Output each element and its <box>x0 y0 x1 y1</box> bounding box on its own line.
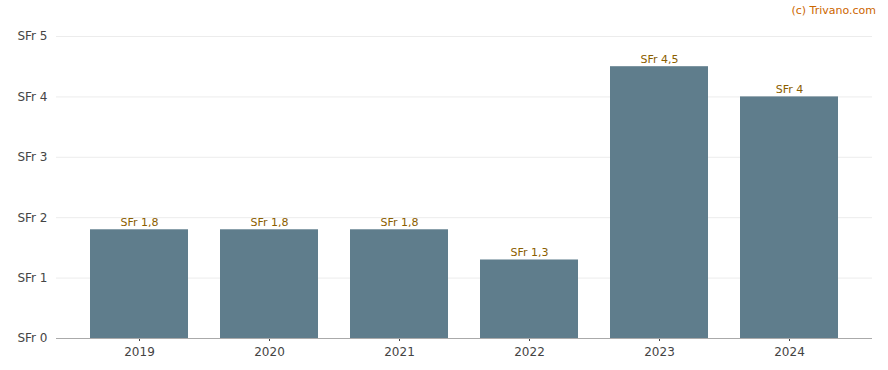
svg-text:SFr 1: SFr 1 <box>17 271 47 285</box>
svg-text:2019: 2019 <box>124 345 155 359</box>
svg-text:SFr 1,8: SFr 1,8 <box>250 216 288 229</box>
svg-text:SFr 4,5: SFr 4,5 <box>640 53 678 66</box>
svg-text:SFr 5: SFr 5 <box>17 29 47 43</box>
svg-text:SFr 2: SFr 2 <box>17 211 47 225</box>
svg-text:2021: 2021 <box>384 345 415 359</box>
html-text:(c) Trivano.com: (c) Trivano.com <box>791 4 876 17</box>
svg-text:2023: 2023 <box>644 345 675 359</box>
svg-text:2020: 2020 <box>254 345 285 359</box>
svg-text:SFr 0: SFr 0 <box>17 331 47 345</box>
svg-text:2024: 2024 <box>774 345 805 359</box>
svg-text:SFr 1,8: SFr 1,8 <box>120 216 158 229</box>
svg-text:SFr 1,3: SFr 1,3 <box>510 246 548 259</box>
svg-text:SFr 4: SFr 4 <box>17 90 47 104</box>
svg-text:SFr 4: SFr 4 <box>776 83 804 96</box>
svg-text:SFr 3: SFr 3 <box>17 150 47 164</box>
svg-text:SFr 1,8: SFr 1,8 <box>380 216 418 229</box>
svg-text:2022: 2022 <box>514 345 545 359</box>
